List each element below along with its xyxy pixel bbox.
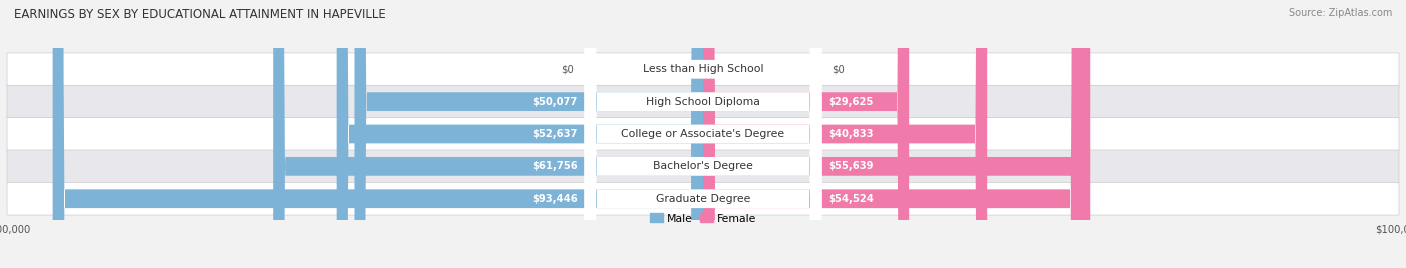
FancyBboxPatch shape <box>7 118 1399 150</box>
Legend: Male, Female: Male, Female <box>645 209 761 228</box>
FancyBboxPatch shape <box>52 0 703 268</box>
Text: $40,833: $40,833 <box>828 129 873 139</box>
Text: $55,639: $55,639 <box>828 161 873 171</box>
FancyBboxPatch shape <box>585 0 821 268</box>
Text: Source: ZipAtlas.com: Source: ZipAtlas.com <box>1288 8 1392 18</box>
FancyBboxPatch shape <box>585 0 821 268</box>
FancyBboxPatch shape <box>273 0 703 268</box>
FancyBboxPatch shape <box>703 0 1083 268</box>
FancyBboxPatch shape <box>336 0 703 268</box>
Text: $0: $0 <box>561 64 574 74</box>
Text: Graduate Degree: Graduate Degree <box>655 194 751 204</box>
FancyBboxPatch shape <box>585 0 821 268</box>
Text: $54,524: $54,524 <box>828 194 875 204</box>
Text: High School Diploma: High School Diploma <box>647 97 759 107</box>
Text: $93,446: $93,446 <box>531 194 578 204</box>
FancyBboxPatch shape <box>354 0 703 268</box>
FancyBboxPatch shape <box>703 0 1090 268</box>
FancyBboxPatch shape <box>7 183 1399 215</box>
FancyBboxPatch shape <box>585 0 821 268</box>
FancyBboxPatch shape <box>703 0 910 268</box>
FancyBboxPatch shape <box>7 85 1399 118</box>
Text: $50,077: $50,077 <box>533 97 578 107</box>
Text: College or Associate's Degree: College or Associate's Degree <box>621 129 785 139</box>
Text: $61,756: $61,756 <box>531 161 578 171</box>
FancyBboxPatch shape <box>7 53 1399 85</box>
Text: Less than High School: Less than High School <box>643 64 763 74</box>
Text: $52,637: $52,637 <box>533 129 578 139</box>
Text: Bachelor's Degree: Bachelor's Degree <box>652 161 754 171</box>
Text: EARNINGS BY SEX BY EDUCATIONAL ATTAINMENT IN HAPEVILLE: EARNINGS BY SEX BY EDUCATIONAL ATTAINMEN… <box>14 8 385 21</box>
Text: $29,625: $29,625 <box>828 97 873 107</box>
FancyBboxPatch shape <box>585 0 821 268</box>
FancyBboxPatch shape <box>703 0 987 268</box>
FancyBboxPatch shape <box>7 150 1399 183</box>
Text: $0: $0 <box>832 64 845 74</box>
